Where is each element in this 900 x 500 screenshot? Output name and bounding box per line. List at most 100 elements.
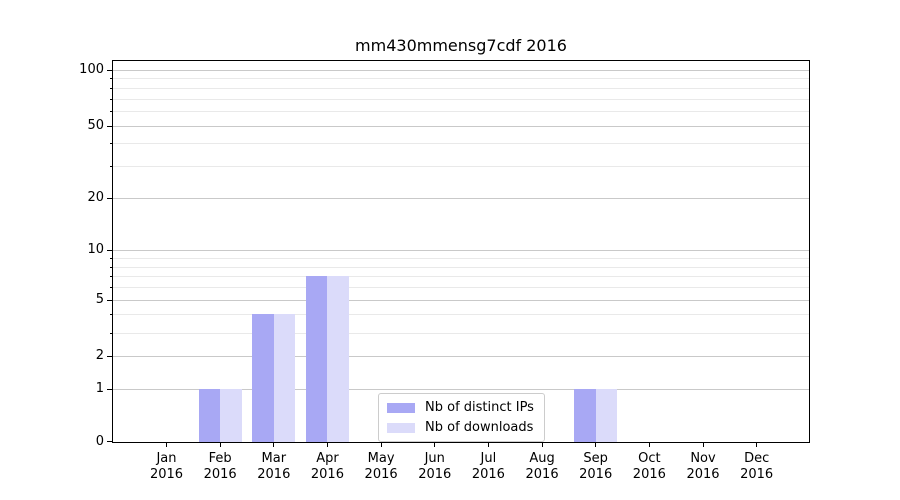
x-tick-label-year: 2016 xyxy=(686,467,720,482)
y-minor-tick xyxy=(110,98,112,100)
y-tick-label: 10 xyxy=(87,242,104,258)
x-tick-label-year: 2016 xyxy=(310,467,344,482)
x-tick xyxy=(166,443,167,447)
y-tick xyxy=(107,70,112,71)
y-tick-label: 5 xyxy=(95,291,104,307)
y-minor-tick xyxy=(110,87,112,89)
legend-swatch-distinct-ips xyxy=(387,402,415,413)
y-tick-label: 1 xyxy=(95,381,104,397)
gridline-minor xyxy=(113,287,809,289)
x-tick-label-year: 2016 xyxy=(364,467,398,482)
x-tick-label-month: Nov xyxy=(690,451,716,466)
x-tick-label-month: Jun xyxy=(424,451,445,466)
y-tick-label: 100 xyxy=(79,62,104,77)
x-tick-label: Apr 2016 xyxy=(311,451,344,483)
gridline-major xyxy=(113,197,809,199)
x-tick-label: Dec 2016 xyxy=(740,451,773,483)
gridline-minor xyxy=(113,98,809,100)
x-tick-label: Sep 2016 xyxy=(579,451,612,483)
x-tick-label-month: Apr xyxy=(316,451,339,466)
x-tick xyxy=(648,443,650,447)
gridline-minor xyxy=(113,332,809,334)
x-tick-label-year: 2016 xyxy=(632,467,666,482)
y-minor-tick xyxy=(110,276,112,278)
legend-entry: Nb of distinct IPs xyxy=(387,399,534,416)
x-tick-label: Jul 2016 xyxy=(472,451,505,483)
y-tick-label: 50 xyxy=(87,117,104,133)
y-tick xyxy=(107,389,112,391)
x-tick xyxy=(434,443,436,447)
x-tick xyxy=(380,443,382,447)
y-minor-tick xyxy=(110,314,112,316)
y-minor-tick xyxy=(110,287,112,289)
x-tick-label: Jun 2016 xyxy=(418,451,451,483)
x-tick-label-month: May xyxy=(367,451,395,466)
bar-distinct-ips xyxy=(198,389,221,442)
gridline-minor xyxy=(113,258,809,260)
chart-title: mm430mmensg7cdf 2016 xyxy=(355,36,567,55)
x-tick xyxy=(595,443,597,447)
gridline-minor xyxy=(113,166,809,168)
x-tick-label-year: 2016 xyxy=(525,467,559,482)
y-minor-tick xyxy=(110,266,112,268)
x-tick-label-year: 2016 xyxy=(257,467,291,482)
x-tick-label: Jan 2016 xyxy=(150,451,183,483)
legend: Nb of distinct IPs Nb of downloads xyxy=(378,393,545,442)
x-tick xyxy=(487,443,489,447)
y-tick xyxy=(107,250,112,252)
x-tick-label-month: Sep xyxy=(583,451,608,466)
x-tick-label-year: 2016 xyxy=(471,467,505,482)
bar-downloads xyxy=(220,389,242,442)
x-tick-label: May 2016 xyxy=(365,451,398,483)
gridline-major xyxy=(113,356,809,358)
bar-downloads xyxy=(327,276,349,442)
x-tick-label-year: 2016 xyxy=(418,467,452,482)
x-tick xyxy=(219,443,221,447)
y-minor-tick xyxy=(110,111,112,113)
x-tick xyxy=(541,443,543,447)
x-tick-label: Aug 2016 xyxy=(526,451,559,483)
x-tick-label-year: 2016 xyxy=(579,467,613,482)
gridline-minor xyxy=(113,78,809,80)
x-tick xyxy=(273,443,275,447)
bar-distinct-ips xyxy=(305,276,328,442)
bar-downloads xyxy=(595,389,618,442)
gridline-major xyxy=(113,70,809,71)
bar-distinct-ips xyxy=(252,314,274,442)
x-tick-label: Feb 2016 xyxy=(204,451,237,483)
y-tick-label: 0 xyxy=(95,434,104,449)
x-tick-label-month: Dec xyxy=(744,451,770,466)
x-tick-label-month: Oct xyxy=(638,451,661,466)
y-tick-label: 20 xyxy=(87,189,104,205)
legend-swatch-downloads xyxy=(387,422,415,433)
x-tick xyxy=(326,443,328,447)
bar-distinct-ips xyxy=(574,389,596,442)
x-tick xyxy=(702,443,704,447)
x-tick-label-month: Jul xyxy=(480,451,497,466)
x-tick xyxy=(756,443,758,447)
x-tick-label: Oct 2016 xyxy=(633,451,666,483)
bar-downloads xyxy=(273,314,296,442)
gridline-major xyxy=(113,250,809,252)
legend-label-downloads: Nb of downloads xyxy=(425,420,534,435)
y-tick xyxy=(107,299,112,301)
y-minor-tick xyxy=(110,143,112,145)
y-tick xyxy=(107,125,112,127)
gridline-minor xyxy=(113,314,809,316)
plot-area: 0 1 2 5 10 20 50 100 Jan 2016 Feb 2016 Mar 2016 Apr 201… xyxy=(79,60,810,482)
x-tick-label-month: Jan xyxy=(156,451,177,466)
x-tick-label-month: Feb xyxy=(208,451,232,466)
y-tick-label: 2 xyxy=(95,348,104,364)
gridline-minor xyxy=(113,143,809,145)
x-tick-label-month: Aug xyxy=(529,451,555,466)
y-minor-tick xyxy=(110,332,112,334)
gridline-minor xyxy=(113,87,809,89)
x-tick-label-year: 2016 xyxy=(740,467,774,482)
x-tick-label: Mar 2016 xyxy=(257,451,290,483)
legend-entry: Nb of downloads xyxy=(387,419,534,436)
x-tick-label-month: Mar xyxy=(261,451,287,466)
legend-label-distinct-ips: Nb of distinct IPs xyxy=(425,400,534,415)
y-minor-tick xyxy=(110,78,112,80)
y-tick xyxy=(107,356,112,358)
